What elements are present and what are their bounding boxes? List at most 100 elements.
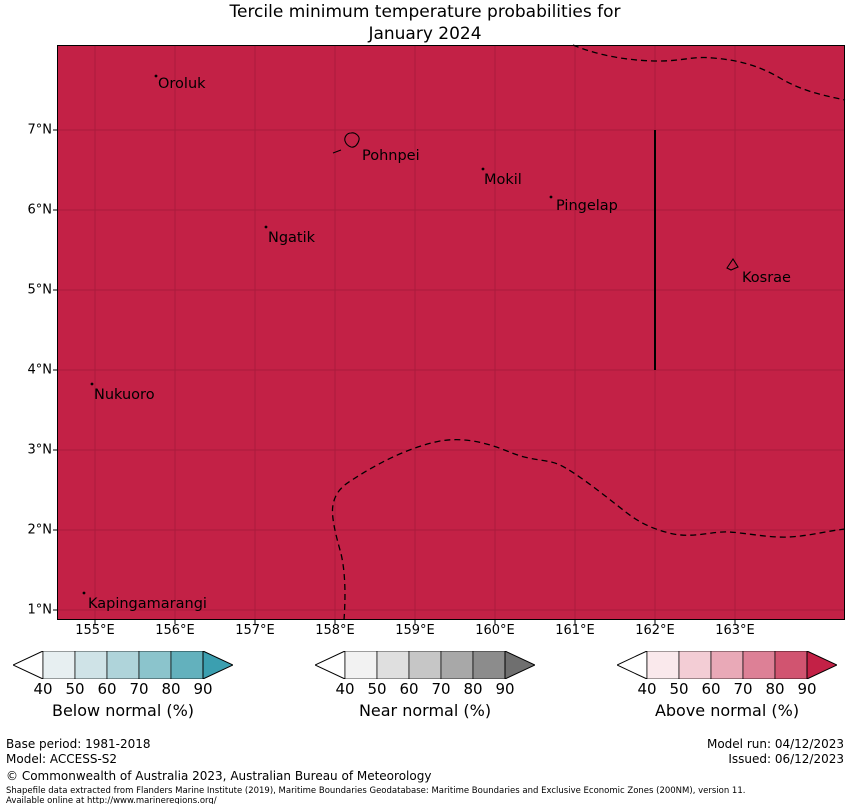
tick-label: 90 bbox=[495, 680, 515, 698]
colorbar-below-seg bbox=[74, 651, 108, 679]
footer-row-2: Model: ACCESS-S2 Issued: 06/12/2023 bbox=[6, 752, 844, 767]
kapingamarangi-marker bbox=[82, 591, 86, 595]
lon-tick-label: 163°E bbox=[715, 623, 755, 638]
colorbar-above-seg bbox=[774, 651, 808, 679]
colorbar-below-extend-high bbox=[202, 651, 233, 679]
figure-title: Tercile minimum temperature probabilitie… bbox=[0, 0, 850, 45]
lat-tick-label: 1°N bbox=[27, 602, 53, 618]
map-canvas: Oroluk Pohnpei Mokil Pingelap Ngatik Kos… bbox=[53, 44, 846, 624]
kosrae-island-outline bbox=[726, 257, 739, 271]
pohnpei-islet-outline bbox=[332, 149, 342, 154]
tick-label: 80 bbox=[765, 680, 785, 698]
colorbar-near-bar bbox=[315, 651, 535, 679]
colorbar-near-extend-high bbox=[504, 651, 535, 679]
shapefile-note-text: Shapefile data extracted from Flanders M… bbox=[6, 786, 844, 804]
tick-label: 80 bbox=[463, 680, 483, 698]
place-label-ngatik: Ngatik bbox=[268, 230, 316, 246]
lat-tick-label: 5°N bbox=[27, 282, 53, 298]
shapefile-url-line: Available online at http://www.marinereg… bbox=[6, 796, 217, 804]
title-line-1: Tercile minimum temperature probabilitie… bbox=[229, 2, 621, 22]
map-border bbox=[57, 45, 845, 620]
place-label-mokil: Mokil bbox=[484, 172, 522, 188]
colorbar-near-ticks: 40 50 60 70 80 90 bbox=[315, 679, 535, 698]
mokil-marker bbox=[481, 167, 485, 171]
colorbar-above-extend-high bbox=[806, 651, 837, 679]
colorbar-above-seg bbox=[646, 651, 680, 679]
place-label-pingelap: Pingelap bbox=[556, 198, 618, 214]
legend-row: 40 50 60 70 80 90 Below normal (%) 40 bbox=[0, 651, 850, 720]
ngatik-marker bbox=[264, 225, 268, 229]
place-label-kosrae: Kosrae bbox=[742, 270, 791, 286]
colorbar-near-label: Near normal (%) bbox=[358, 701, 492, 720]
colorbar-above-seg bbox=[710, 651, 744, 679]
nukuoro-marker bbox=[90, 382, 94, 386]
place-label-pohnpei: Pohnpei bbox=[362, 148, 420, 164]
colorbar-below-bar bbox=[13, 651, 233, 679]
colorbar-near-seg bbox=[376, 651, 410, 679]
title-line-2: January 2024 bbox=[368, 24, 482, 44]
colorbar-near-seg bbox=[472, 651, 506, 679]
lat-tick-label: 7°N bbox=[27, 122, 53, 138]
place-label-oroluk: Oroluk bbox=[158, 76, 206, 92]
colorbar-below-seg bbox=[138, 651, 172, 679]
lon-tick-label: 157°E bbox=[235, 623, 275, 638]
colorbar-below-label: Below normal (%) bbox=[51, 701, 195, 720]
colorbar-above-extend-low bbox=[617, 651, 648, 679]
tick-label: 70 bbox=[431, 680, 451, 698]
tick-label: 40 bbox=[335, 680, 355, 698]
lon-tick-label: 155°E bbox=[75, 623, 115, 638]
map-fill bbox=[57, 45, 845, 620]
tick-label: 60 bbox=[701, 680, 721, 698]
lat-tick-label: 3°N bbox=[27, 442, 53, 458]
colorbar-below-ticks: 40 50 60 70 80 90 bbox=[13, 679, 233, 698]
colorbar-near-extend-low bbox=[315, 651, 346, 679]
colorbar-above-bar bbox=[617, 651, 837, 679]
maritime-boundary-north-dashed bbox=[572, 44, 846, 101]
colorbar-above-normal: 40 50 60 70 80 90 Above normal (%) bbox=[617, 651, 837, 720]
place-labels: Oroluk Pohnpei Mokil Pingelap Ngatik Kos… bbox=[88, 76, 791, 612]
lon-tick-label: 162°E bbox=[635, 623, 675, 638]
colorbar-near-seg bbox=[344, 651, 378, 679]
tick-label: 50 bbox=[65, 680, 85, 698]
tick-label: 60 bbox=[399, 680, 419, 698]
colorbar-near-normal: 40 50 60 70 80 90 Near normal (%) bbox=[315, 651, 535, 720]
copyright-text: © Commonwealth of Australia 2023, Austra… bbox=[6, 769, 432, 783]
tick-label: 90 bbox=[193, 680, 213, 698]
tick-label: 40 bbox=[33, 680, 53, 698]
tick-label: 60 bbox=[97, 680, 117, 698]
tick-label: 70 bbox=[733, 680, 753, 698]
lat-tick-label: 6°N bbox=[27, 202, 53, 218]
colorbar-near-seg bbox=[440, 651, 474, 679]
colorbar-above-label: Above normal (%) bbox=[654, 701, 800, 720]
tick-label: 50 bbox=[367, 680, 387, 698]
issued-text: Issued: 06/12/2023 bbox=[728, 752, 844, 766]
lon-tick-label: 156°E bbox=[155, 623, 195, 638]
tick-label: 40 bbox=[637, 680, 657, 698]
tick-label: 70 bbox=[129, 680, 149, 698]
colorbar-below-extend-low bbox=[13, 651, 44, 679]
lat-tick-label: 2°N bbox=[27, 522, 53, 538]
model-run-text: Model run: 04/12/2023 bbox=[706, 737, 844, 751]
model-text: Model: ACCESS-S2 bbox=[6, 752, 118, 766]
lon-tick-label: 158°E bbox=[315, 623, 355, 638]
colorbar-above-seg bbox=[742, 651, 776, 679]
lat-tick-label: 4°N bbox=[27, 362, 53, 378]
place-markers bbox=[82, 74, 553, 595]
footer-row-1: Base period: 1981-2018 Model run: 04/12/… bbox=[6, 737, 844, 752]
tick-label: 50 bbox=[669, 680, 689, 698]
oroluk-marker bbox=[154, 74, 158, 78]
axis-tick-marks bbox=[53, 129, 736, 624]
colorbar-below-seg bbox=[106, 651, 140, 679]
colorbar-below-normal: 40 50 60 70 80 90 Below normal (%) bbox=[13, 651, 233, 720]
tick-label: 80 bbox=[161, 680, 181, 698]
tick-label: 90 bbox=[797, 680, 817, 698]
colorbar-below-seg bbox=[170, 651, 204, 679]
pohnpei-island-outline bbox=[344, 132, 360, 148]
lon-tick-label: 160°E bbox=[475, 623, 515, 638]
base-period-text: Base period: 1981-2018 bbox=[6, 737, 151, 751]
colorbar-near-seg bbox=[408, 651, 442, 679]
maritime-boundary-south-dashed bbox=[331, 439, 846, 621]
place-label-kapingamarangi: Kapingamarangi bbox=[88, 596, 207, 612]
colorbar-below-seg bbox=[42, 651, 76, 679]
